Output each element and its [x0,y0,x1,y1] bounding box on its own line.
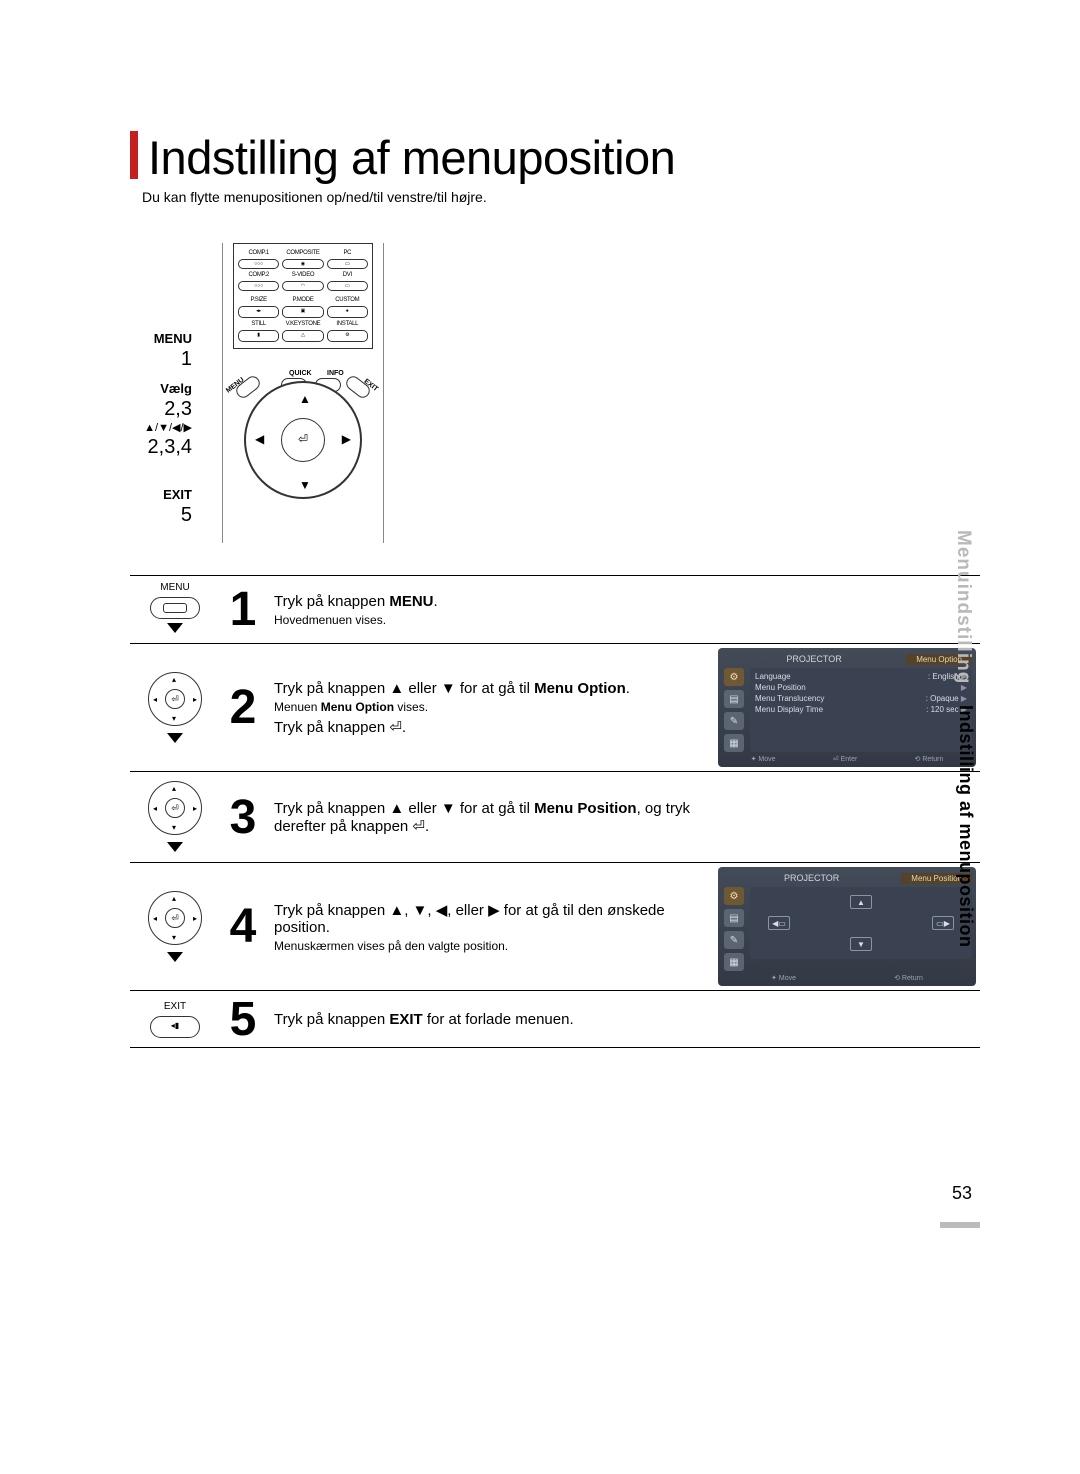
remote-btn: ◂▸ [238,306,279,318]
label-arrows-step: 2,3,4 [130,436,192,459]
remote-dpad-icon: ⏎ ▴ ▾ ◂ ▸ [145,778,205,838]
label-exit-step: 5 [130,504,192,527]
pos-right-icon: ▭▶ [932,916,954,930]
remote-btn: △ [282,330,323,342]
remote-exit-btn [343,373,372,400]
osd-tab-icon: ⚙ [724,887,744,905]
label-exit: EXIT [130,487,192,502]
step-row: ⏎ ▴ ▾ ◂ ▸ 4 Tryk på knappen ▲, ▼, ◀, ell… [130,862,980,990]
label-vaelg: Vælg [130,381,192,396]
remote-btn: ▭ [327,259,368,269]
osd-tab-icon: ✎ [724,712,744,730]
step-row: ⏎ ▴ ▾ ◂ ▸ 2 Tryk på knappen ▲ eller ▼ fo… [130,643,980,771]
page-number-bar [940,1222,980,1228]
osd-menu-position: PROJECTOR Menu Position ⚙ ▤ ✎ ▦ ▲ ▼ ◀▭ [718,867,976,986]
osd-tab-icon: ▤ [724,690,744,708]
page-number: 53 [952,1183,972,1204]
down-arrow-icon [167,842,183,852]
steps-list: MENU 1 Tryk på knappen MENU. Hovedmenuen… [130,575,980,1048]
label-menu-step: 1 [130,348,192,371]
remote-btn: ⚙ [327,330,368,342]
osd-tab-icon: ▦ [724,953,744,971]
step-row: ⏎ ▴ ▾ ◂ ▸ 3 Tryk på knappen ▲ eller ▼ fo… [130,771,980,862]
remote-dpad: MENU QUICK INFO EXIT ⏎ ▲ ▼ ◀ ▶ [241,378,365,502]
pos-left-icon: ◀▭ [768,916,790,930]
step-row: MENU 1 Tryk på knappen MENU. Hovedmenuen… [130,575,980,643]
step-number: 1 [220,576,266,643]
step-text: Tryk på knappen ▲ eller ▼ for at gå til … [266,772,710,862]
remote-dpad-icon: ⏎ ▴ ▾ ◂ ▸ [145,669,205,729]
remote-btn: ● [327,306,368,318]
osd-tab-icon: ✎ [724,931,744,949]
side-section-label: Menuindstilling [952,530,974,684]
step-text: Tryk på knappen ▲ eller ▼ for at gå til … [266,644,710,771]
remote-btn: ○○○ [238,259,279,269]
title-row: Indstilling af menuposition [130,130,980,185]
step-number: 4 [220,863,266,990]
remote-exit-icon: ◂▮ [150,1016,200,1038]
remote-btn: ◉ [282,259,323,269]
step-icon-label: EXIT [164,1001,186,1012]
remote-illustration: COMP.1 COMPOSITE PC ○○○ ◉ ▭ COMP.2 S-VID… [222,243,382,543]
step-text: Tryk på knappen MENU. Hovedmenuen vises. [266,576,710,643]
step-row: EXIT ◂▮ 5 Tryk på knappen EXIT for at fo… [130,990,980,1048]
osd-tab-icon: ▦ [724,734,744,752]
label-arrows: ▲/▼/◀/▶ [130,421,192,434]
remote-btn: ▣ [282,306,323,318]
title-accent-bar [130,131,138,179]
side-page-label: Indstilling af menuposition [955,705,976,948]
manual-page: Indstilling af menuposition Du kan flytt… [0,0,1080,1474]
remote-btn: ○○○ [238,281,279,291]
remote-menu-icon [150,597,200,619]
label-vaelg-step: 2,3 [130,398,192,421]
down-arrow-icon [167,952,183,962]
pos-down-icon: ▼ [850,937,872,951]
remote-btn: ▮ [238,330,279,342]
step-text: Tryk på knappen ▲, ▼, ◀, eller ▶ for at … [266,863,710,990]
label-menu: MENU [130,331,192,346]
step-number: 2 [220,644,266,771]
down-arrow-icon [167,733,183,743]
remote-btn: ◠ [282,281,323,291]
osd-tab-icon: ⚙ [724,668,744,686]
remote-step-labels: MENU 1 Vælg 2,3 ▲/▼/◀/▶ 2,3,4 EXIT 5 [130,243,192,527]
osd-menu-option: PROJECTOR Menu Option ⚙ ▤ ✎ ▦ Language: … [718,648,976,767]
step-text: Tryk på knappen EXIT for at forlade menu… [266,991,710,1047]
osd-tab-icon: ▤ [724,909,744,927]
page-subtitle: Du kan flytte menupositionen op/ned/til … [142,189,980,205]
page-title: Indstilling af menuposition [148,130,675,185]
step-icon-label: MENU [160,582,189,593]
step-number: 5 [220,991,266,1047]
step-number: 3 [220,772,266,862]
remote-dpad-icon: ⏎ ▴ ▾ ◂ ▸ [145,888,205,948]
remote-section: MENU 1 Vælg 2,3 ▲/▼/◀/▶ 2,3,4 EXIT 5 COM… [130,243,980,543]
remote-btn: ▭ [327,281,368,291]
remote-enter-btn: ⏎ [281,418,325,462]
pos-up-icon: ▲ [850,895,872,909]
down-arrow-icon [167,623,183,633]
